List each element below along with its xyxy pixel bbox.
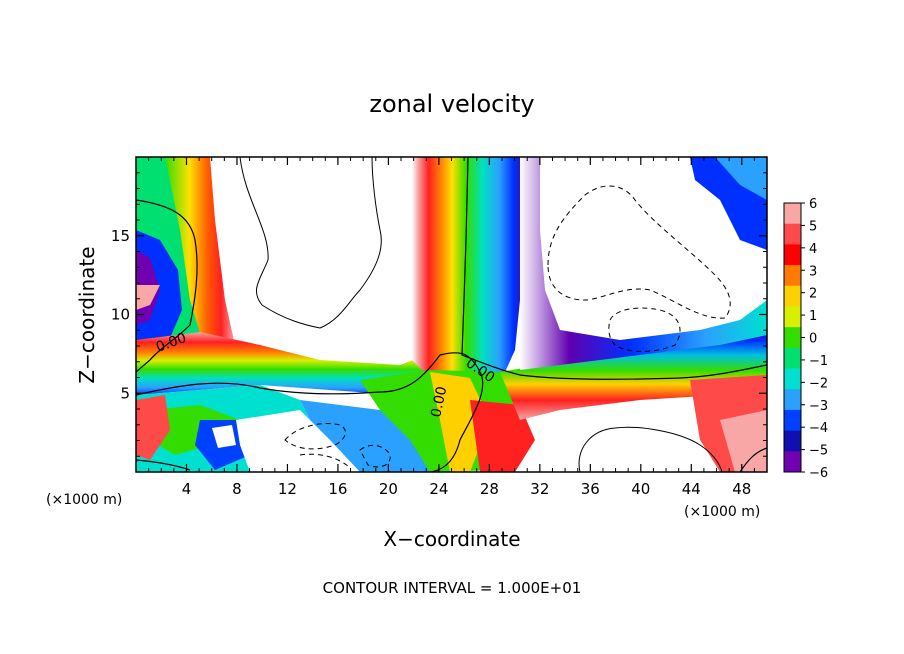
colorbar-label: 4: [809, 242, 817, 257]
x-tick-label: 28: [480, 480, 499, 498]
colorbar-swatch: [784, 327, 801, 349]
colorbar-swatch: [784, 389, 801, 411]
x-tick-label: 44: [682, 480, 701, 498]
x-unit-label-left: (×1000 m): [46, 492, 122, 508]
colorbar-swatch: [784, 347, 801, 370]
colorbar-label: −2: [809, 376, 828, 391]
x-tick-label: 20: [379, 480, 398, 498]
x-tick-label: 32: [530, 480, 549, 498]
colorbar-label: 1: [809, 309, 817, 324]
colorbar-label: 3: [809, 264, 817, 279]
chart-title: zonal velocity: [369, 90, 534, 118]
colorbar-label: 2: [809, 287, 817, 302]
x-tick-label: 12: [278, 480, 297, 498]
colorbar-swatch: [784, 451, 801, 473]
colorbar-swatch: [784, 306, 801, 328]
colorbar-swatch: [784, 430, 801, 452]
y-tick-label: 15: [111, 227, 130, 245]
dashed-contours: [284, 185, 731, 469]
colorbar-label: 0: [809, 332, 817, 347]
heatmap-field: [136, 157, 767, 472]
colorbar-label: −1: [809, 354, 828, 369]
x-axis: 4 8 12 16 20 24 28 32 36 40 44 48: [148, 157, 755, 498]
colorbar-label: 6: [809, 197, 817, 212]
contour-interval-note: CONTOUR INTERVAL = 1.000E+01: [323, 579, 582, 597]
colorbar-swatch: [784, 285, 801, 307]
y-tick-label: 10: [111, 306, 130, 324]
x-tick-label: 40: [631, 480, 650, 498]
colorbar-label: −3: [809, 399, 828, 414]
y-tick-label: 5: [120, 384, 130, 402]
colorbar-swatch: [784, 223, 801, 245]
colorbar-label: 5: [809, 219, 817, 234]
colorbar-swatch: [784, 203, 801, 225]
y-axis: 5 10 15: [111, 172, 767, 457]
colorbar-swatch: [784, 368, 801, 390]
x-tick-label: 36: [581, 480, 600, 498]
x-tick-label: 24: [429, 480, 448, 498]
x-tick-label: 16: [328, 480, 347, 498]
x-tick-label: 48: [732, 480, 751, 498]
colorbar-label: −6: [809, 466, 828, 481]
colorbar-swatch: [784, 265, 801, 287]
x-tick-label: 8: [232, 480, 242, 498]
colorbar-swatch: [784, 409, 801, 432]
x-tick-label: 4: [182, 480, 192, 498]
x-axis-title: X−coordinate: [383, 527, 520, 551]
colorbar-swatch: [784, 244, 801, 266]
contour-lines: [136, 157, 767, 472]
contour-label: 0.00: [428, 385, 450, 419]
colorbar-label: −4: [809, 421, 828, 436]
colorbar-label: −5: [809, 444, 828, 459]
colorbar: 6 5 4 3 2 1 0 −1 −2 −3 −4 −5 −6: [783, 197, 828, 481]
x-unit-label-right: (×1000 m): [684, 504, 760, 520]
y-axis-title: Z−coordinate: [75, 246, 99, 383]
